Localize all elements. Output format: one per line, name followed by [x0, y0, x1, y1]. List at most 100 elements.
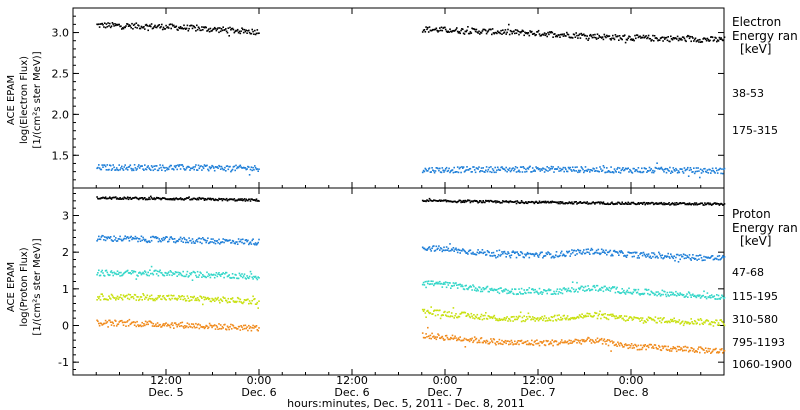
- electron-point: [488, 28, 490, 31]
- electron-point: [698, 41, 700, 43]
- electron-point: [246, 32, 248, 34]
- electron-point: [138, 24, 140, 27]
- proton-point: [233, 198, 236, 200]
- electron-ytick-label: 2.0: [52, 108, 70, 121]
- electron-point: [225, 28, 227, 30]
- proton-point: [675, 295, 678, 297]
- electron-point: [548, 33, 550, 36]
- proton-point: [134, 271, 137, 273]
- proton-point: [126, 270, 128, 272]
- electron-point: [510, 169, 513, 172]
- proton-point: [669, 321, 671, 324]
- electron-point: [109, 26, 112, 29]
- proton-point: [696, 322, 698, 324]
- proton-point: [599, 287, 601, 290]
- electron-point: [599, 166, 601, 168]
- proton-point: [698, 295, 700, 298]
- proton-point: [149, 269, 151, 271]
- proton-point: [540, 291, 542, 293]
- proton-point: [647, 202, 650, 204]
- proton-point: [513, 315, 515, 318]
- proton-point: [716, 324, 719, 326]
- proton-point: [460, 249, 462, 252]
- proton-point: [629, 316, 631, 318]
- proton-point: [600, 252, 602, 255]
- proton-point: [131, 321, 133, 324]
- electron-point: [150, 165, 153, 167]
- electron-point: [646, 37, 648, 40]
- proton-point: [101, 293, 103, 295]
- electron-point: [629, 168, 631, 171]
- electron-point: [192, 166, 195, 168]
- proton-point: [479, 341, 481, 344]
- electron-point: [461, 28, 463, 30]
- proton-point: [98, 197, 101, 200]
- proton-point: [179, 272, 182, 275]
- proton-point: [658, 253, 661, 255]
- electron-point: [656, 37, 658, 40]
- proton-point: [215, 272, 218, 274]
- proton-point: [713, 258, 716, 261]
- proton-point: [706, 257, 709, 259]
- proton-point: [477, 317, 479, 320]
- proton-point: [177, 271, 179, 274]
- electron-point: [136, 168, 138, 170]
- proton-point: [522, 293, 525, 295]
- electron-point: [213, 167, 215, 169]
- proton-point: [427, 280, 430, 282]
- proton-point: [159, 197, 161, 200]
- proton-point: [126, 269, 129, 272]
- proton-point: [533, 341, 536, 343]
- proton-point: [704, 320, 707, 322]
- electron-point: [498, 31, 501, 34]
- proton-point: [239, 298, 242, 301]
- electron-point: [521, 29, 524, 32]
- proton-point: [490, 199, 492, 202]
- proton-point: [425, 316, 427, 318]
- proton-point: [543, 317, 545, 320]
- proton-point: [670, 318, 672, 321]
- electron-point: [132, 168, 134, 170]
- proton-point: [258, 300, 260, 302]
- proton-point: [562, 341, 565, 344]
- proton-point: [508, 290, 511, 293]
- electron-point: [467, 26, 469, 28]
- proton-point: [478, 201, 480, 203]
- proton-point: [538, 200, 541, 203]
- proton-point: [485, 317, 488, 320]
- proton-point: [571, 251, 574, 254]
- proton-point: [709, 322, 711, 325]
- proton-point: [189, 272, 191, 275]
- proton-point: [606, 340, 608, 342]
- proton-point: [156, 322, 159, 324]
- proton-point: [104, 196, 107, 198]
- electron-point: [583, 171, 585, 174]
- proton-point: [433, 284, 435, 287]
- proton-point: [664, 321, 666, 323]
- proton-point: [678, 345, 681, 348]
- proton-point: [535, 342, 537, 345]
- electron-point: [640, 37, 642, 39]
- electron-point: [665, 36, 668, 39]
- electron-point: [437, 31, 439, 33]
- proton-point: [608, 286, 611, 289]
- electron-point: [687, 34, 689, 37]
- proton-point: [601, 287, 604, 289]
- proton-point: [675, 204, 677, 206]
- proton-point: [438, 334, 440, 337]
- proton-point: [239, 329, 242, 331]
- proton-point: [452, 282, 455, 284]
- proton-point: [427, 200, 430, 202]
- proton-point: [708, 203, 710, 206]
- electron-point: [190, 24, 193, 27]
- proton-point: [536, 253, 538, 255]
- electron-point: [635, 37, 637, 40]
- proton-point: [576, 203, 578, 205]
- proton-point: [572, 318, 575, 320]
- electron-point: [504, 29, 507, 31]
- electron-point: [512, 167, 514, 169]
- electron-point: [462, 167, 464, 169]
- proton-point: [96, 196, 98, 198]
- proton-point: [699, 323, 701, 326]
- proton-point: [609, 249, 612, 252]
